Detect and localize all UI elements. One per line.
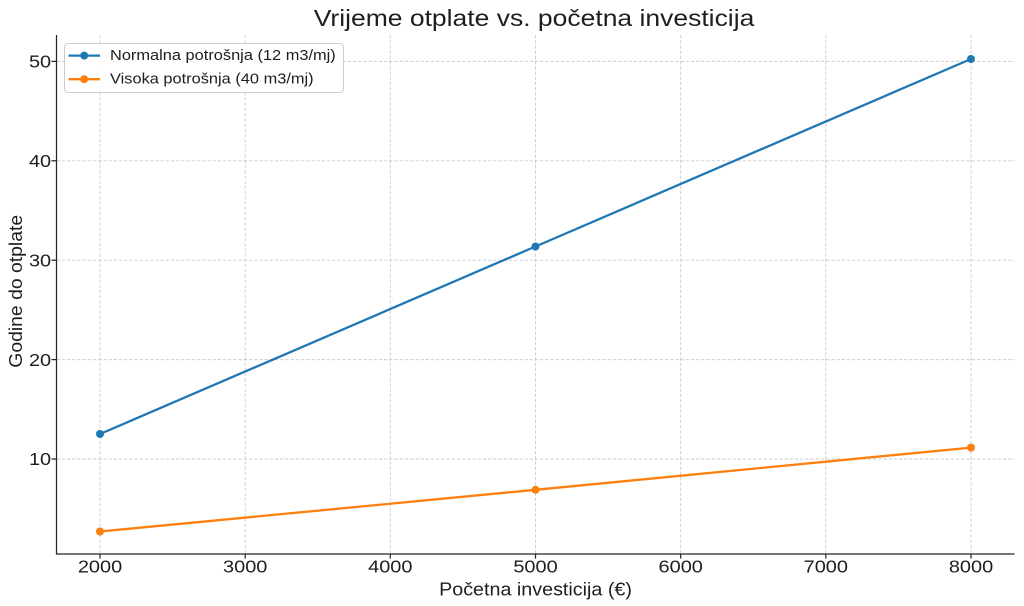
- svg-text:5000: 5000: [513, 558, 557, 578]
- svg-text:4000: 4000: [368, 558, 412, 578]
- svg-text:6000: 6000: [659, 558, 703, 578]
- svg-text:7000: 7000: [804, 558, 848, 578]
- svg-text:8000: 8000: [949, 558, 993, 578]
- svg-text:50: 50: [29, 53, 51, 73]
- svg-text:2000: 2000: [78, 558, 122, 578]
- svg-text:20: 20: [29, 351, 51, 371]
- svg-text:Vrijeme otplate vs. početna in: Vrijeme otplate vs. početna investicija: [314, 7, 755, 32]
- svg-text:10: 10: [29, 450, 51, 470]
- svg-text:Godine do otplate: Godine do otplate: [5, 215, 25, 368]
- svg-text:3000: 3000: [223, 558, 267, 578]
- svg-text:30: 30: [29, 251, 51, 271]
- svg-text:Normalna potrošnja (12 m3/mj): Normalna potrošnja (12 m3/mj): [110, 48, 336, 64]
- svg-text:40: 40: [29, 152, 51, 172]
- svg-text:Početna investicija (€): Početna investicija (€): [439, 580, 632, 600]
- svg-text:Visoka potrošnja (40 m3/mj): Visoka potrošnja (40 m3/mj): [110, 71, 314, 87]
